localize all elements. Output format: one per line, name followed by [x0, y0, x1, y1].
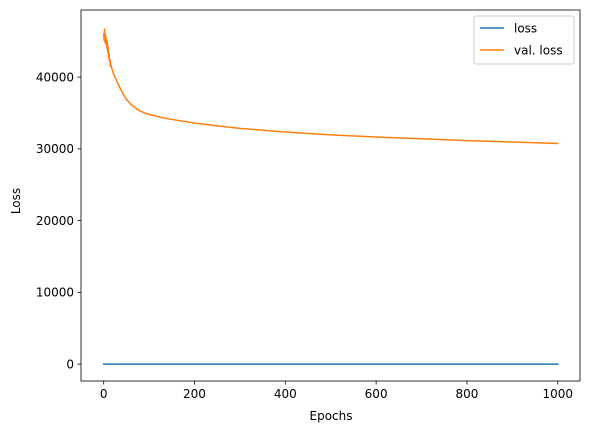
x-tick-label: 600: [365, 387, 388, 401]
legend: loss val. loss: [473, 15, 575, 65]
x-axis-label: Epochs: [310, 409, 353, 423]
x-tick-label: 200: [183, 387, 206, 401]
legend-label-1: loss: [514, 21, 537, 35]
y-tick-label: 10000: [36, 286, 74, 300]
axes-border: [80, 9, 581, 382]
legend-label-2: val. loss: [514, 43, 563, 57]
y-tick-label: 30000: [36, 142, 74, 156]
y-tick-label: 0: [66, 357, 74, 371]
y-tick-label: 40000: [36, 70, 74, 84]
y-axis-label: Loss: [9, 188, 23, 214]
y-tick-label: 20000: [36, 214, 74, 228]
x-tick-label: 0: [100, 387, 108, 401]
axes-frame: [80, 9, 581, 382]
x-axis-ticks: 0 200 400 600 800 1000: [100, 381, 573, 401]
x-tick-label: 800: [456, 387, 479, 401]
x-tick-label: 1000: [542, 387, 573, 401]
y-axis-ticks: 0 10000 20000 30000 40000: [36, 70, 81, 371]
x-tick-label: 400: [274, 387, 297, 401]
plot-lines: [102, 28, 559, 365]
series-line-2: [102, 28, 559, 145]
